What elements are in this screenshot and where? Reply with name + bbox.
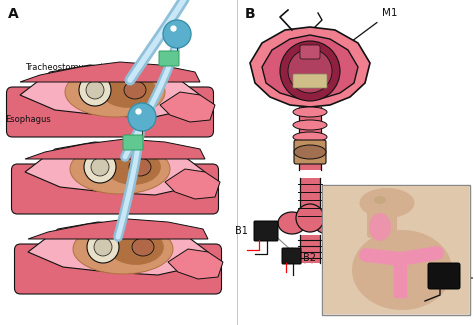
Circle shape: [91, 158, 109, 176]
Polygon shape: [262, 35, 358, 100]
Ellipse shape: [65, 67, 165, 117]
Circle shape: [280, 41, 340, 101]
Ellipse shape: [294, 145, 326, 159]
Ellipse shape: [369, 213, 391, 241]
Polygon shape: [160, 92, 215, 122]
Polygon shape: [250, 27, 370, 107]
Circle shape: [288, 49, 332, 93]
Ellipse shape: [374, 196, 386, 204]
Text: Tracheostomy port: Tracheostomy port: [25, 62, 104, 84]
Ellipse shape: [278, 212, 306, 234]
Text: B: B: [245, 7, 255, 21]
Text: A: A: [8, 7, 19, 21]
Polygon shape: [25, 142, 205, 195]
FancyBboxPatch shape: [428, 263, 460, 289]
FancyBboxPatch shape: [254, 221, 278, 241]
Circle shape: [87, 231, 119, 263]
Ellipse shape: [124, 81, 146, 99]
Circle shape: [163, 20, 191, 48]
Polygon shape: [20, 65, 200, 118]
Ellipse shape: [73, 224, 173, 274]
Ellipse shape: [132, 238, 154, 256]
Text: B2: B2: [303, 253, 316, 263]
FancyBboxPatch shape: [282, 248, 301, 264]
FancyBboxPatch shape: [123, 135, 143, 150]
Polygon shape: [28, 222, 208, 275]
FancyBboxPatch shape: [293, 74, 327, 88]
Polygon shape: [28, 219, 208, 239]
FancyBboxPatch shape: [159, 51, 179, 66]
Polygon shape: [168, 249, 223, 279]
Ellipse shape: [352, 230, 452, 310]
Ellipse shape: [359, 188, 414, 218]
Ellipse shape: [293, 120, 327, 130]
Ellipse shape: [293, 107, 327, 117]
Polygon shape: [25, 139, 205, 159]
FancyBboxPatch shape: [323, 186, 469, 314]
FancyBboxPatch shape: [15, 244, 221, 294]
Circle shape: [94, 238, 112, 256]
Text: M1: M1: [342, 8, 398, 48]
Ellipse shape: [100, 72, 155, 108]
Ellipse shape: [129, 158, 151, 176]
Circle shape: [86, 81, 104, 99]
Ellipse shape: [293, 132, 327, 142]
Circle shape: [84, 151, 116, 183]
Ellipse shape: [314, 212, 342, 234]
FancyBboxPatch shape: [367, 197, 397, 238]
Polygon shape: [165, 169, 220, 199]
FancyBboxPatch shape: [11, 164, 219, 214]
Circle shape: [79, 74, 111, 106]
FancyBboxPatch shape: [294, 140, 326, 164]
Text: B1: B1: [235, 226, 248, 236]
Ellipse shape: [106, 150, 161, 185]
Text: M2: M2: [448, 274, 474, 284]
Polygon shape: [20, 62, 200, 82]
Ellipse shape: [70, 144, 170, 194]
FancyBboxPatch shape: [7, 87, 213, 137]
FancyBboxPatch shape: [322, 185, 470, 315]
Ellipse shape: [109, 229, 164, 265]
Circle shape: [296, 204, 324, 232]
FancyBboxPatch shape: [300, 45, 320, 59]
Circle shape: [128, 103, 156, 131]
Text: Esophagus: Esophagus: [5, 115, 51, 124]
Text: Trachea: Trachea: [38, 74, 91, 94]
